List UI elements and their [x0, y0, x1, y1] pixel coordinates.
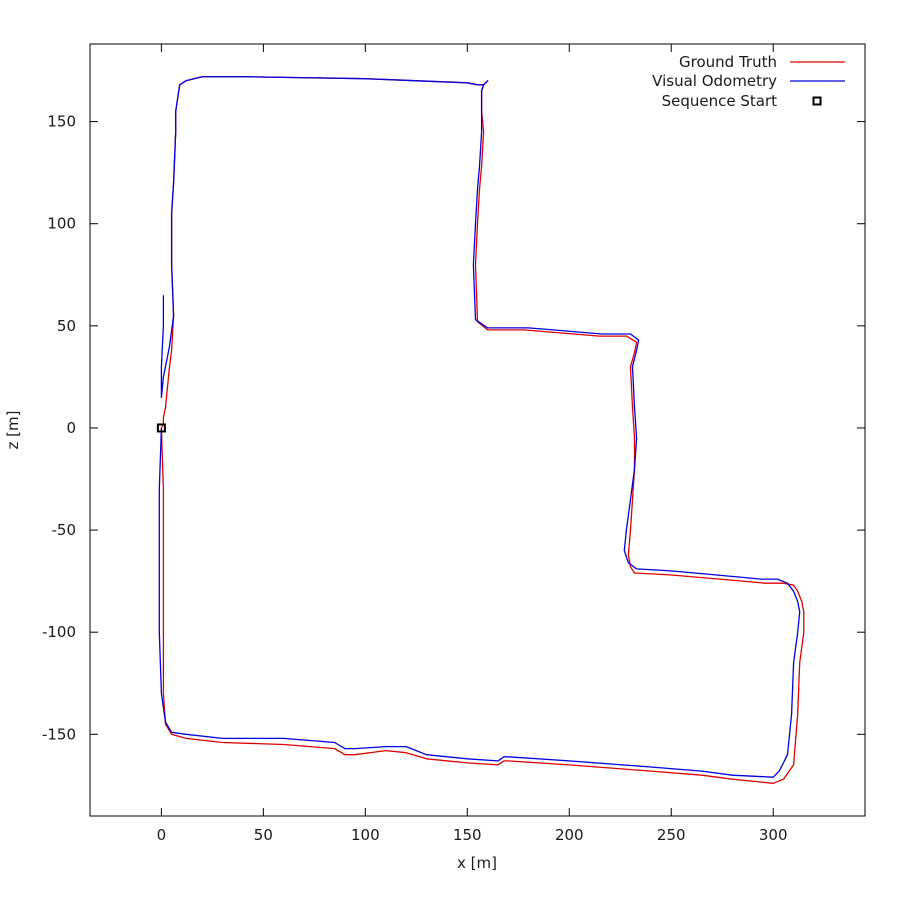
legend-label-sequence-start: Sequence Start [662, 92, 778, 110]
x-tick-label: 250 [657, 826, 686, 844]
legend-label-ground-truth: Ground Truth [679, 53, 777, 71]
series-line-visual-odometry [158, 76, 801, 778]
x-tick-label: 200 [555, 826, 584, 844]
legend: Ground Truth Visual Odometry Sequence St… [652, 53, 845, 110]
x-tick-label: 50 [254, 826, 273, 844]
plot-frame [89, 43, 866, 817]
y-tick-label: -50 [52, 521, 77, 539]
x-tick-label: 100 [351, 826, 380, 844]
marker-layer [156, 423, 166, 433]
y-tick-label: 100 [47, 215, 76, 233]
x-axis-label: x [m] [457, 854, 497, 872]
y-tick-label: 0 [66, 419, 76, 437]
x-tick-label: 300 [759, 826, 788, 844]
x-tick-label: 150 [453, 826, 482, 844]
legend-label-visual-odometry: Visual Odometry [652, 72, 777, 90]
y-tick-label: -100 [42, 623, 76, 641]
legend-marker-sequence-start [812, 96, 822, 106]
sequence-start-marker [156, 423, 166, 433]
series-layer [158, 76, 805, 784]
ticks: 0 50 100 150 200 250 300 -150 -100 -50 0 50 100 150 [42, 44, 865, 844]
y-tick-label: -150 [42, 725, 76, 743]
y-tick-label: 150 [47, 113, 76, 131]
y-tick-label: 50 [57, 317, 76, 335]
x-tick-label: 0 [157, 826, 167, 844]
y-axis-label: z [m] [4, 411, 22, 450]
